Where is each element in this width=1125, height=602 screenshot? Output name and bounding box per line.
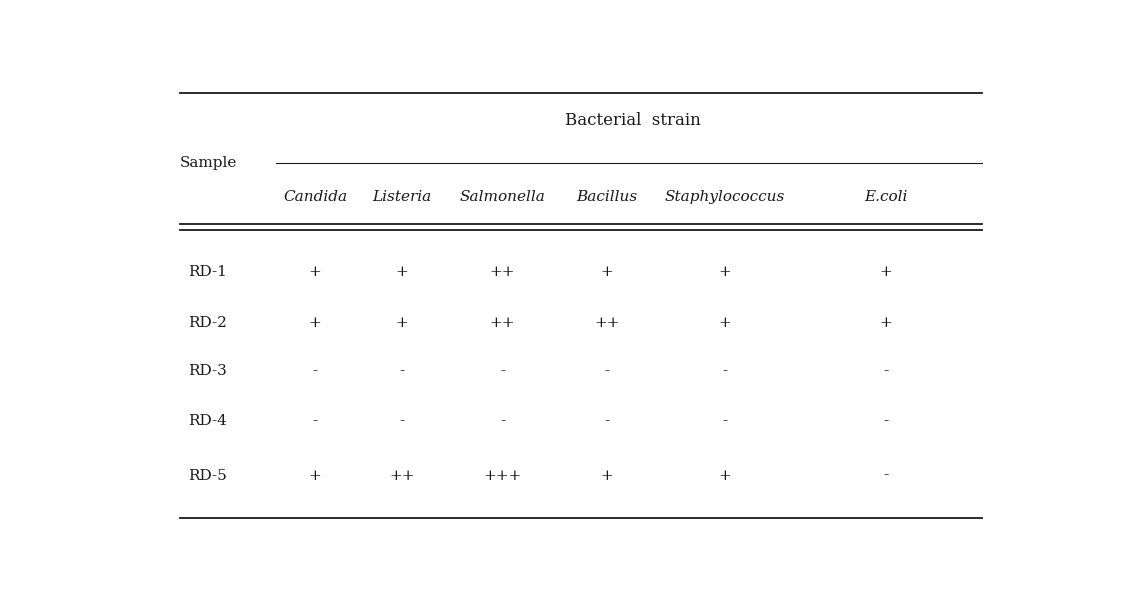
Text: +: + xyxy=(719,264,731,279)
Text: -: - xyxy=(722,364,728,378)
Text: ++: ++ xyxy=(489,264,515,279)
Text: +: + xyxy=(308,468,322,483)
Text: -: - xyxy=(500,364,505,378)
Text: +: + xyxy=(308,315,322,329)
Text: +: + xyxy=(719,468,731,483)
Text: ++: ++ xyxy=(389,468,415,483)
Text: -: - xyxy=(883,468,889,483)
Text: RD-3: RD-3 xyxy=(189,364,227,378)
Text: -: - xyxy=(500,414,505,428)
Text: +: + xyxy=(396,315,408,329)
Text: ++: ++ xyxy=(489,315,515,329)
Text: +: + xyxy=(601,264,613,279)
Text: RD-1: RD-1 xyxy=(189,264,227,279)
Text: E.coli: E.coli xyxy=(864,190,908,205)
Text: Staphylococcus: Staphylococcus xyxy=(665,190,785,205)
Text: RD-5: RD-5 xyxy=(189,468,227,483)
Text: -: - xyxy=(883,414,889,428)
Text: -: - xyxy=(313,364,317,378)
Text: Candida: Candida xyxy=(284,190,346,205)
Text: -: - xyxy=(399,364,405,378)
Text: -: - xyxy=(722,414,728,428)
Text: +++: +++ xyxy=(484,468,522,483)
Text: +: + xyxy=(880,264,892,279)
Text: +: + xyxy=(880,315,892,329)
Text: ++: ++ xyxy=(594,315,620,329)
Text: RD-2: RD-2 xyxy=(189,315,227,329)
Text: -: - xyxy=(604,364,610,378)
Text: +: + xyxy=(396,264,408,279)
Text: RD-4: RD-4 xyxy=(189,414,227,428)
Text: +: + xyxy=(601,468,613,483)
Text: -: - xyxy=(399,414,405,428)
Text: Salmonella: Salmonella xyxy=(459,190,546,205)
Text: Bacillus: Bacillus xyxy=(576,190,638,205)
Text: -: - xyxy=(883,364,889,378)
Text: -: - xyxy=(313,414,317,428)
Text: -: - xyxy=(604,414,610,428)
Text: Sample: Sample xyxy=(180,156,237,170)
Text: Bacterial  strain: Bacterial strain xyxy=(566,113,701,129)
Text: Listeria: Listeria xyxy=(372,190,432,205)
Text: +: + xyxy=(308,264,322,279)
Text: +: + xyxy=(719,315,731,329)
